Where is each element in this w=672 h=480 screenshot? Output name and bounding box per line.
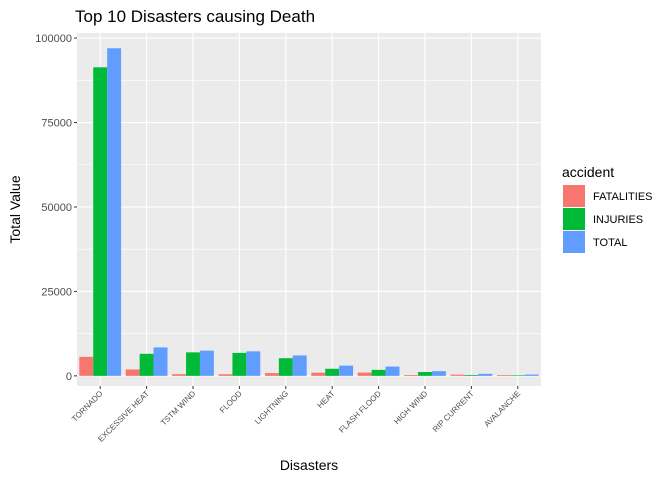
bar <box>371 369 386 376</box>
bar <box>186 352 200 376</box>
bar <box>246 351 261 376</box>
y-tick-label: 100000 <box>35 33 72 45</box>
x-tick-label: HEAT <box>316 389 337 410</box>
bar <box>418 372 432 376</box>
chart-title: Top 10 Disasters causing Death <box>75 7 315 26</box>
bar <box>450 374 465 376</box>
bar <box>478 373 493 376</box>
legend-label: FATALITIES <box>593 191 653 203</box>
bar <box>153 347 168 376</box>
legend-key <box>563 231 585 253</box>
x-axis-title: Disasters <box>280 457 338 473</box>
bar <box>431 371 446 376</box>
bar <box>278 358 293 376</box>
x-tick-label: AVALANCHE <box>482 389 522 429</box>
y-tick-label: 0 <box>66 371 72 383</box>
y-tick-label: 75000 <box>41 118 72 130</box>
legend-title: accident <box>562 164 614 180</box>
x-tick-label: EXCESSIVE HEAT <box>96 389 151 444</box>
bar <box>339 365 354 376</box>
y-tick-label: 50000 <box>41 202 72 214</box>
bar <box>325 368 340 376</box>
bar <box>232 352 247 376</box>
x-tick-label: FLASH FLOOD <box>337 389 383 435</box>
x-tick-label: HIGH WIND <box>392 389 429 426</box>
bar <box>218 374 233 376</box>
bar <box>292 355 307 376</box>
bar <box>385 366 400 376</box>
x-tick-label: FLOOD <box>218 389 244 415</box>
bar <box>172 374 187 376</box>
bar <box>510 375 525 376</box>
legend: accident FATALITIES INJURIES TOTAL <box>562 164 653 253</box>
legend-label: INJURIES <box>593 214 643 226</box>
x-tick-label: LIGHTNING <box>253 389 290 426</box>
bar <box>496 375 511 376</box>
legend-key <box>563 185 585 207</box>
bar <box>107 48 122 376</box>
bar <box>125 369 140 376</box>
bar <box>404 375 419 376</box>
bars <box>79 48 539 376</box>
plot-panel <box>77 33 541 386</box>
x-tick-label: RIP CURRENT <box>431 389 476 434</box>
legend-label: TOTAL <box>593 237 627 249</box>
bar <box>357 372 372 376</box>
y-tick-label: 25000 <box>41 286 72 298</box>
y-axis: 0 25000 50000 75000 100000 <box>35 33 77 383</box>
bar <box>199 350 214 376</box>
bar <box>79 356 94 376</box>
x-tick-label: TSTM WIND <box>159 389 198 428</box>
bar <box>139 353 154 376</box>
x-tick-label: TORNADO <box>70 389 105 424</box>
bar <box>264 373 279 376</box>
bar <box>524 374 539 376</box>
bar <box>311 372 326 376</box>
bar <box>464 375 479 376</box>
legend-key <box>563 208 585 230</box>
bar <box>93 67 108 376</box>
y-axis-title: Total Value <box>7 175 23 243</box>
